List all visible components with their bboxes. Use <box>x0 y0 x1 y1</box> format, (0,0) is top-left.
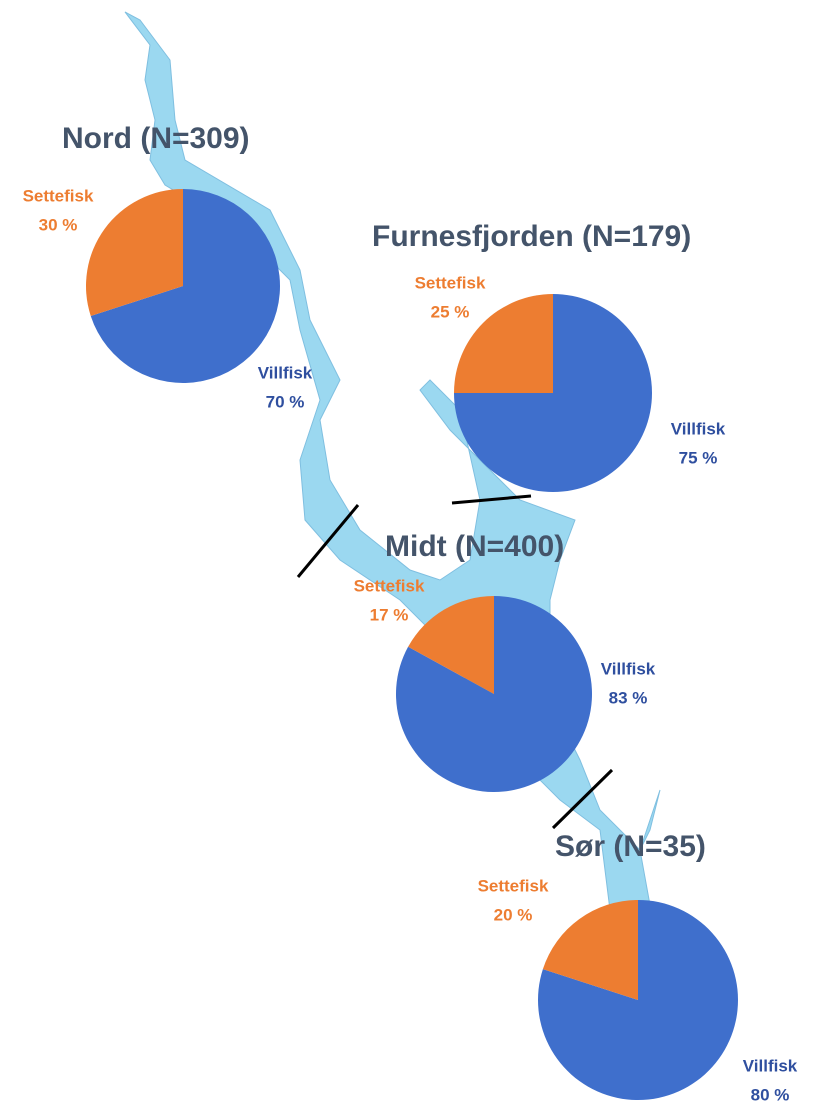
slice-value: 20 % <box>494 905 533 924</box>
slice-category: Settefisk <box>354 576 425 595</box>
slice-category: Villfisk <box>258 363 313 382</box>
slice-value: 83 % <box>609 688 648 707</box>
pie-slice <box>396 596 593 792</box>
pie-slice <box>542 900 638 1000</box>
pie-title: Midt (N=400) <box>385 530 564 563</box>
pie-slice <box>90 189 280 384</box>
slice-value: 75 % <box>679 448 718 467</box>
border-line <box>551 768 614 830</box>
border-line <box>296 504 360 578</box>
border-line <box>451 494 532 505</box>
slice-category: Settefisk <box>415 273 486 292</box>
slice-category: Settefisk <box>478 876 549 895</box>
slice-value: 30 % <box>39 215 78 234</box>
pie-title: Sør (N=35) <box>555 830 706 863</box>
slice-category: Settefisk <box>23 186 94 205</box>
pie-title: Furnesfjorden (N=179) <box>372 220 691 253</box>
slice-category: Villfisk <box>743 1056 798 1075</box>
lake-arm <box>639 789 661 851</box>
slice-value: 25 % <box>431 302 470 321</box>
slice-category: Villfisk <box>671 419 726 438</box>
pie-title: Nord (N=309) <box>62 122 250 155</box>
pie-slice <box>454 294 553 393</box>
slice-value: 70 % <box>266 392 305 411</box>
pie-slice <box>86 189 183 316</box>
slice-value: 80 % <box>751 1085 790 1104</box>
slice-category: Villfisk <box>601 659 656 678</box>
slice-value: 17 % <box>370 605 409 624</box>
pie-slice <box>408 596 494 694</box>
